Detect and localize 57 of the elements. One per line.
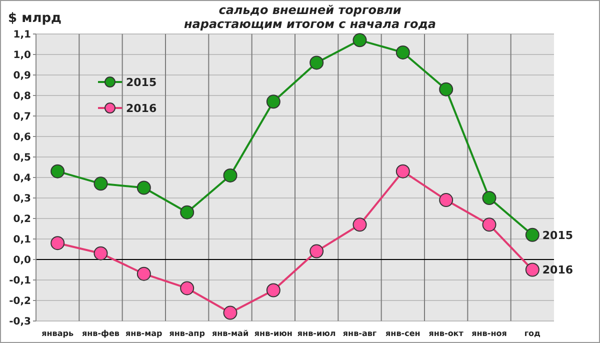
point — [396, 45, 410, 60]
y-tick-label: 1,0 — [13, 50, 32, 61]
y-axis-title: $ млрд — [8, 11, 62, 26]
y-tick-label: 0,7 — [13, 112, 32, 122]
y-tick-label: 0,9 — [13, 70, 32, 82]
x-tick-label: янв-май — [212, 329, 249, 338]
y-tick-label: 0,4 — [13, 173, 32, 184]
point — [310, 56, 324, 70]
x-tick-label: янв-окт — [428, 329, 464, 338]
point — [50, 236, 65, 250]
y-tick-label: -0,2 — [9, 296, 32, 307]
point — [525, 262, 540, 277]
point — [223, 306, 238, 320]
x-tick-label: янв-сен — [386, 329, 420, 338]
point — [352, 33, 367, 48]
text: 2015 — [542, 228, 574, 242]
point — [310, 244, 324, 258]
point — [180, 281, 194, 296]
point — [136, 266, 151, 281]
y-tick-label: 1,1 — [13, 30, 32, 40]
point — [223, 168, 238, 182]
x-tick-label: янв-июн — [254, 329, 292, 338]
point — [525, 228, 540, 242]
point — [266, 94, 280, 109]
x-tick-label: янв-июл — [297, 329, 336, 338]
y-tick-label: 0,3 — [13, 194, 32, 204]
y-tick-label: 0,8 — [13, 91, 32, 102]
y-tick-label: -0,1 — [9, 276, 32, 286]
y-tick-label: 0,0 — [13, 255, 32, 266]
chart-title: сальдо внешней торговли нарастающим итогом с начала года — [184, 3, 436, 31]
point — [482, 218, 496, 232]
legend-label: 2015 — [126, 76, 157, 89]
point — [94, 246, 108, 260]
point — [266, 283, 280, 298]
point — [439, 82, 454, 96]
x-tick-label: янв-апр — [169, 329, 206, 338]
point — [136, 180, 151, 195]
y-tick-label: 0,6 — [13, 132, 32, 143]
x-tick-label: год — [524, 329, 542, 338]
legend-label: 2016 — [126, 102, 157, 115]
y-tick-label: 0,1 — [13, 234, 32, 246]
y-tick-label: 0,5 — [13, 152, 32, 164]
y-tick-label: -0,3 — [9, 316, 32, 328]
point — [180, 205, 194, 220]
point — [94, 176, 108, 191]
x-tick-label: янв-мар — [126, 329, 163, 338]
point — [50, 164, 65, 178]
x-tick-label: янв-авг — [342, 329, 377, 338]
point — [439, 193, 454, 208]
text: 2016 — [542, 264, 574, 277]
y-tick-label: 0,2 — [13, 214, 32, 225]
x-tick-label: янв-фев — [82, 329, 120, 338]
point — [396, 164, 410, 178]
x-tick-label: янв-ноя — [472, 329, 507, 338]
x-tick-label: январь — [42, 329, 74, 338]
point — [352, 218, 367, 232]
point — [482, 191, 496, 205]
